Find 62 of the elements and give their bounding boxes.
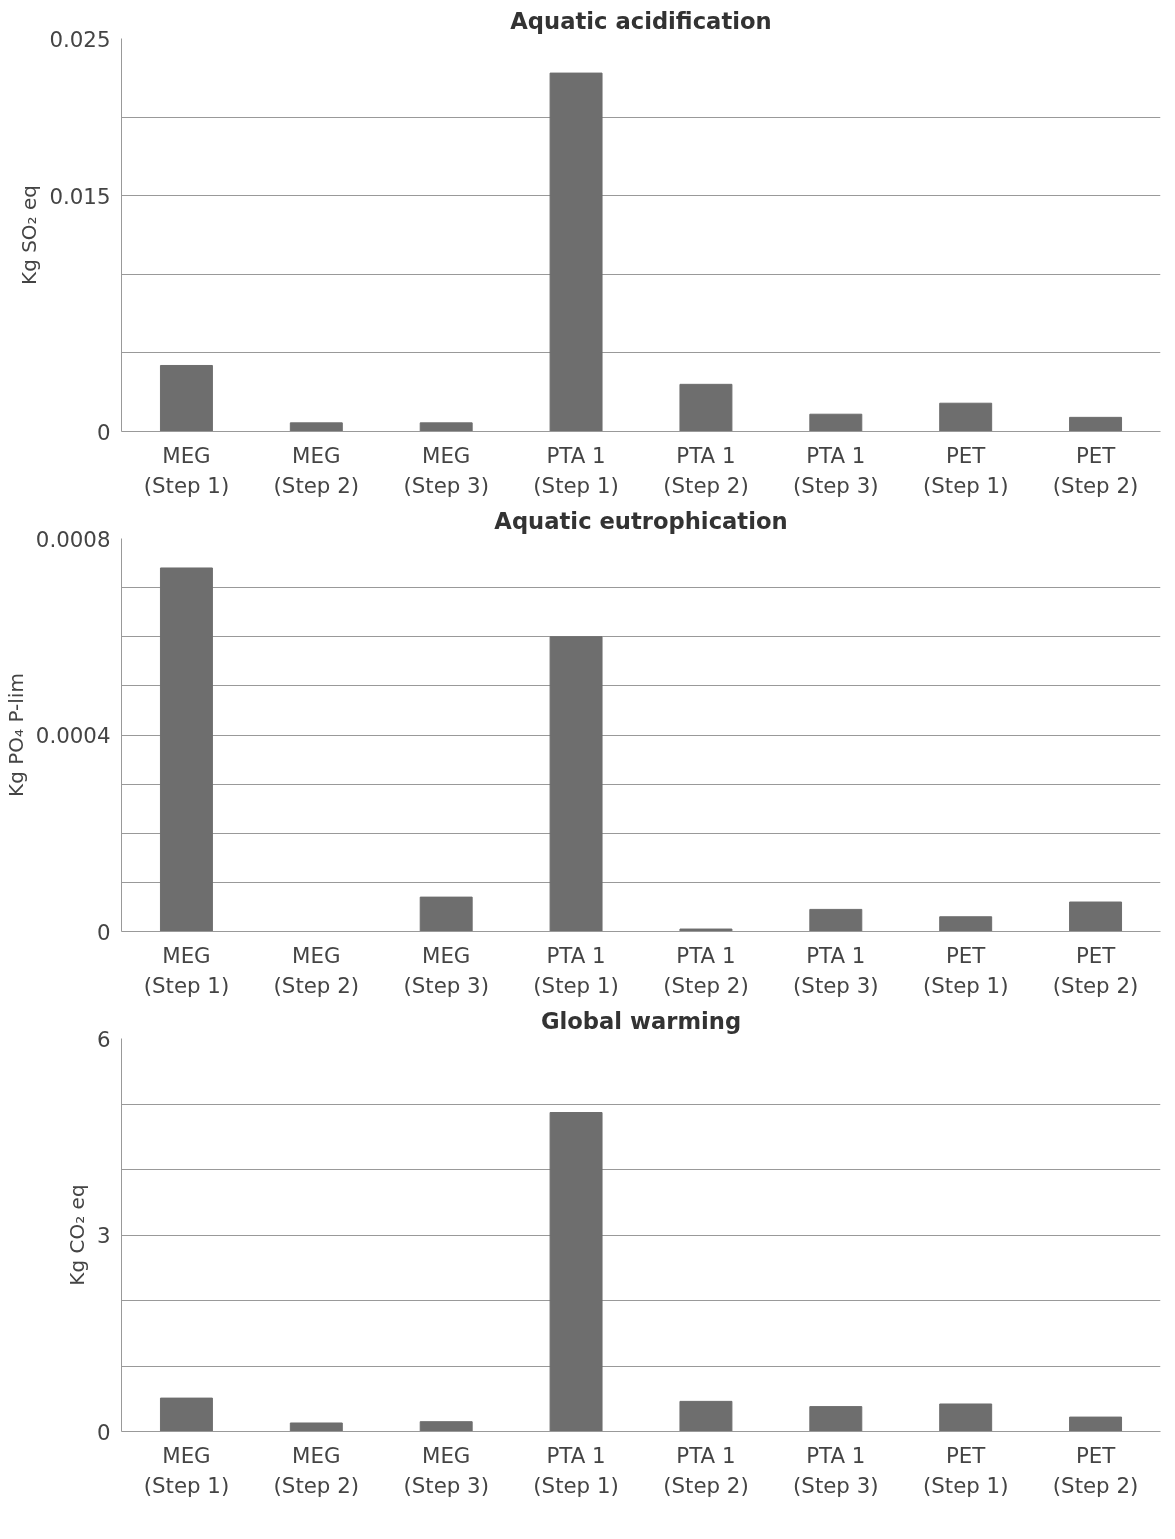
bar xyxy=(159,567,213,932)
x-tick-label: MEG (Step 1) xyxy=(143,442,230,498)
x-tick-label: MEG (Step 2) xyxy=(273,942,360,998)
bar xyxy=(939,916,993,932)
x-tick-label: MEG (Step 3) xyxy=(403,442,489,498)
bar xyxy=(809,908,863,932)
x-tick-label: MEG (Step 1) xyxy=(143,1442,230,1498)
bar xyxy=(289,1422,343,1432)
y-axis-title: Kg CO₂ eq xyxy=(64,1184,89,1286)
x-tick-label: PTA 1 (Step 3) xyxy=(793,442,879,498)
x-tick-label: PET (Step 1) xyxy=(922,942,1009,998)
x-tick-label: MEG (Step 1) xyxy=(143,942,230,998)
x-tick-label: PET (Step 2) xyxy=(1052,442,1139,498)
bar xyxy=(419,422,473,432)
x-tick-label: PET (Step 2) xyxy=(1052,1442,1139,1498)
x-tick-label: PTA 1 (Step 3) xyxy=(793,1442,879,1498)
x-tick-label: PET (Step 1) xyxy=(922,1442,1009,1498)
y-tick-label: 3 xyxy=(96,1223,111,1248)
x-tick-label: PTA 1 (Step 1) xyxy=(533,942,619,998)
bar xyxy=(549,72,603,432)
y-tick-label: 0.025 xyxy=(49,26,111,52)
y-tick-label: 0.0004 xyxy=(35,723,111,748)
bar xyxy=(809,413,863,432)
bar xyxy=(939,402,993,432)
bar xyxy=(549,636,603,932)
bar xyxy=(419,1421,473,1432)
x-tick-label: PTA 1 (Step 3) xyxy=(793,942,879,998)
y-tick-label: 0 xyxy=(96,1419,111,1445)
bar xyxy=(549,1112,603,1432)
y-tick-label: 0 xyxy=(96,419,111,445)
bar xyxy=(159,364,213,432)
bar xyxy=(679,928,733,932)
x-tick-label: PET (Step 2) xyxy=(1052,942,1139,998)
x-tick-label: MEG (Step 3) xyxy=(403,1442,489,1498)
bar xyxy=(159,1397,213,1432)
y-tick-label: 6 xyxy=(96,1026,111,1052)
x-tick-label: MEG (Step 2) xyxy=(273,442,360,498)
x-tick-label: PET (Step 1) xyxy=(922,442,1009,498)
x-tick-label: MEG (Step 3) xyxy=(403,942,489,998)
x-tick-label: PTA 1 (Step 1) xyxy=(533,1442,619,1498)
bar xyxy=(1069,901,1123,932)
bar xyxy=(679,383,733,432)
bar xyxy=(679,1400,733,1432)
bar xyxy=(1069,416,1123,432)
x-tick-label: PTA 1 (Step 2) xyxy=(663,442,749,498)
y-tick-label: 0.0008 xyxy=(35,526,111,552)
bar xyxy=(809,1406,863,1432)
y-tick-label: 0.015 xyxy=(49,183,111,209)
x-tick-label: PTA 1 (Step 1) xyxy=(533,442,619,498)
bar xyxy=(1069,1416,1123,1432)
y-axis-title: Kg PO₄ P-lim xyxy=(3,673,28,797)
bar xyxy=(939,1403,993,1432)
y-tick-label: 0 xyxy=(96,919,111,945)
x-tick-label: MEG (Step 2) xyxy=(273,1442,360,1498)
chart-title: Aquatic eutrophication xyxy=(494,507,788,534)
chart-title: Aquatic acidification xyxy=(510,7,772,34)
bar xyxy=(289,422,343,432)
x-tick-label: PTA 1 (Step 2) xyxy=(663,1442,749,1498)
x-tick-label: PTA 1 (Step 2) xyxy=(663,942,749,998)
chart-title: Global warming xyxy=(540,1007,742,1034)
bar xyxy=(419,896,473,932)
y-axis-title: Kg SO₂ eq xyxy=(17,185,42,285)
